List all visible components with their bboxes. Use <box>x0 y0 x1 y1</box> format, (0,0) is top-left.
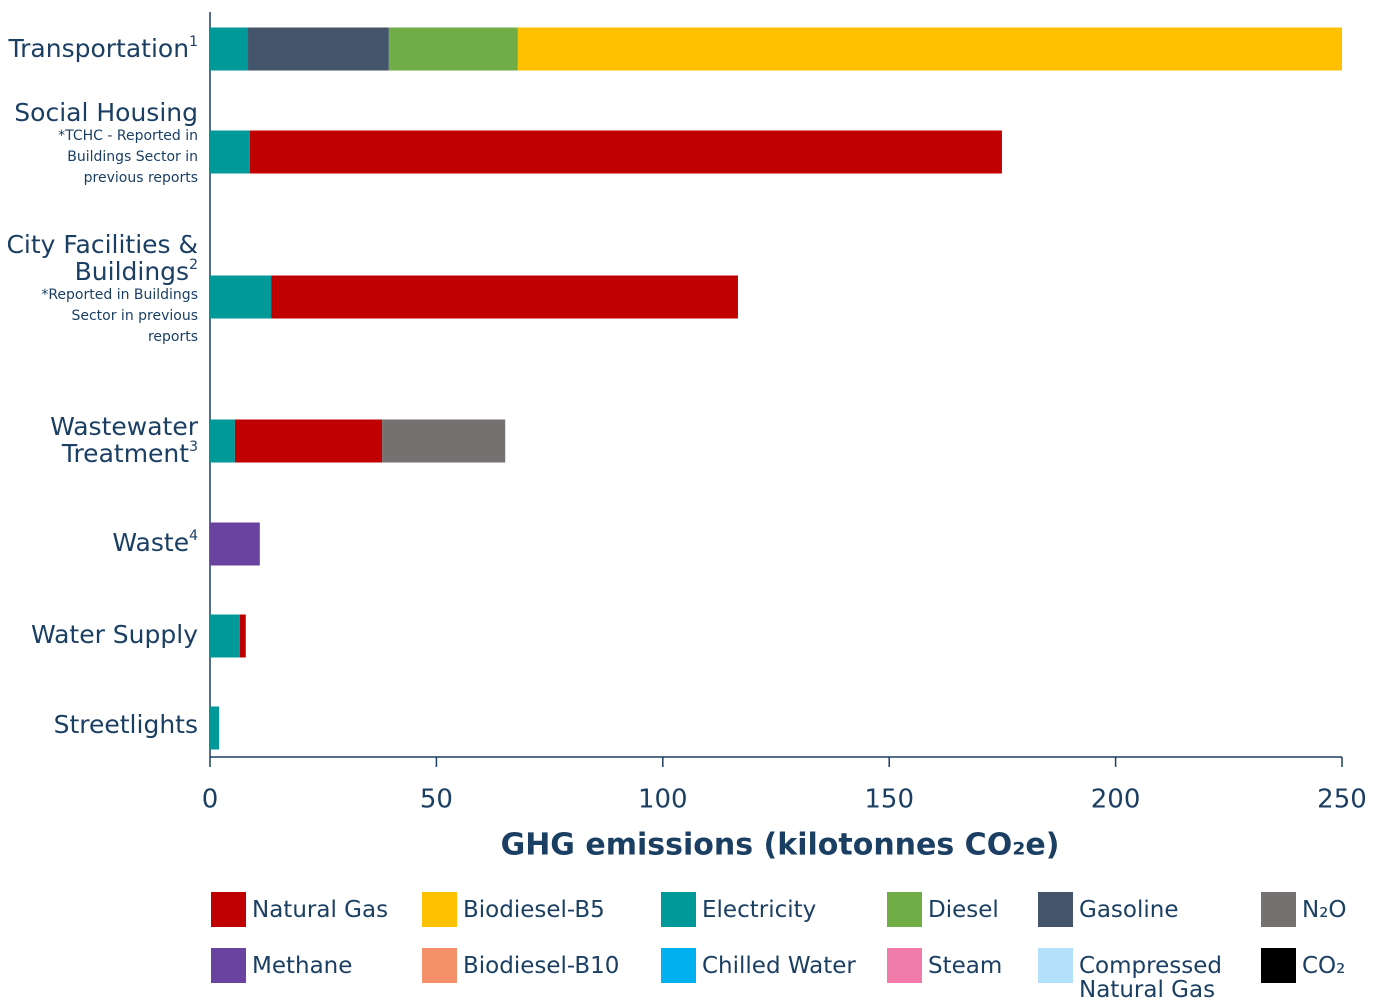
legend-item: Biodiesel-B5 <box>422 892 623 927</box>
category-name-text: Wastewater Treatment <box>50 412 198 468</box>
category-name: Wastewater Treatment3 <box>0 413 198 467</box>
category-name: Transportation1 <box>0 35 198 62</box>
category-name: Waste4 <box>0 529 198 556</box>
legend-label: Diesel <box>928 897 999 923</box>
category-label: Wastewater Treatment3 <box>0 413 198 467</box>
legend-label: Methane <box>252 953 353 979</box>
legend-label: Chilled Water <box>702 953 856 979</box>
legend-swatch <box>1038 948 1073 983</box>
bar-segment <box>210 706 220 750</box>
x-tick-label: 50 <box>420 785 453 815</box>
x-tick-label: 200 <box>1091 785 1141 815</box>
category-name-text: Waste <box>112 528 190 557</box>
legend-label: Natural Gas <box>252 897 389 923</box>
x-tick-label: 100 <box>638 785 688 815</box>
bar-segment <box>249 130 1002 174</box>
legend-label: Steam <box>928 953 1003 979</box>
bar-segment <box>210 614 240 658</box>
legend-swatch <box>661 948 696 983</box>
category-note: *Reported in Buildings Sector in previou… <box>41 287 198 345</box>
legend-item: Chilled Water <box>661 948 862 983</box>
legend-item: Gasoline <box>1038 892 1239 927</box>
category-label: Waste4 <box>0 529 198 556</box>
bar-segment <box>210 419 235 463</box>
category-label: Social Housing *TCHC - Reported in Buildi… <box>0 99 198 189</box>
legend-item: CO₂ <box>1261 948 1382 983</box>
legend-label: Biodiesel-B10 <box>463 953 620 979</box>
bar-segment <box>382 419 506 463</box>
legend-item: Natural Gas <box>211 892 412 927</box>
category-name: Water Supply <box>0 621 198 648</box>
legend-label: CO₂ <box>1302 953 1346 979</box>
category-name-text: Streetlights <box>53 710 198 739</box>
legend-item: N₂O <box>1261 892 1382 927</box>
category-name-text: Water Supply <box>30 620 198 649</box>
category-label: Water Supply <box>0 621 198 648</box>
legend-item: Methane <box>211 948 412 983</box>
legend-swatch <box>211 948 246 983</box>
legend-label: Gasoline <box>1079 897 1179 923</box>
category-name: Social Housing <box>0 99 198 126</box>
category-label: Streetlights <box>0 711 198 738</box>
legend-item: Compressed Natural Gas <box>1038 948 1239 1002</box>
legend-swatch <box>211 892 246 927</box>
legend-label: Compressed Natural Gas <box>1079 953 1222 1003</box>
legend-item: Diesel <box>887 892 1088 927</box>
legend-swatch <box>1261 892 1296 927</box>
bar-segment <box>271 275 738 319</box>
legend-swatch <box>661 892 696 927</box>
legend-item: Biodiesel-B10 <box>422 948 623 983</box>
legend-swatch <box>1261 948 1296 983</box>
legend-swatch <box>887 948 922 983</box>
legend-swatch <box>1038 892 1073 927</box>
category-label: City Facilities & Buildings2 *Reported in… <box>0 231 198 348</box>
x-axis-title: GHG emissions (kilotonnes CO₂e) <box>501 828 1060 863</box>
bar-segment <box>517 27 1342 71</box>
category-name: Streetlights <box>0 711 198 738</box>
bar-segment <box>239 614 246 658</box>
category-name-text: Social Housing <box>14 98 198 127</box>
x-tick-label: 250 <box>1317 785 1367 815</box>
category-name-text: City Facilities & Buildings <box>6 230 198 286</box>
category-superscript: 1 <box>189 34 198 50</box>
category-superscript: 3 <box>189 439 198 455</box>
bar-segment <box>388 27 518 71</box>
legend-swatch <box>422 948 457 983</box>
bar-segment <box>248 27 389 71</box>
legend-item: Steam <box>887 948 1088 983</box>
bar-segment <box>210 275 272 319</box>
category-name: City Facilities & Buildings2 <box>0 231 198 285</box>
bar-segment <box>234 419 383 463</box>
bar-segment <box>210 27 249 71</box>
legend-item: Electricity <box>661 892 862 927</box>
category-name-text: Transportation <box>8 34 190 63</box>
legend-label: Electricity <box>702 897 817 923</box>
legend-label: N₂O <box>1302 897 1347 923</box>
x-tick-label: 150 <box>864 785 914 815</box>
category-label: Transportation1 <box>0 35 198 62</box>
category-superscript: 4 <box>189 528 198 544</box>
category-note: *TCHC - Reported in Buildings Sector in … <box>58 128 198 186</box>
legend-swatch <box>887 892 922 927</box>
legend-swatch <box>422 892 457 927</box>
bar-segment <box>210 130 250 174</box>
x-tick-label: 0 <box>202 785 219 815</box>
category-superscript: 2 <box>189 257 198 273</box>
bar-segment <box>210 522 260 566</box>
legend-label: Biodiesel-B5 <box>463 897 605 923</box>
